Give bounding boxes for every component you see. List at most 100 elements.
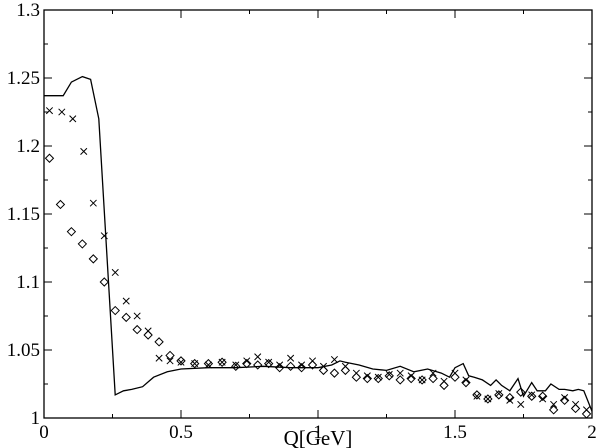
x-marker-point [58,108,66,116]
x-marker-point [561,394,569,402]
diamond-marker-point [483,394,493,404]
x-marker-point [254,353,262,361]
x-marker-point [550,400,558,408]
diamond-marker-point [559,395,570,406]
diamond-marker-point [88,254,99,264]
diamond-marker-point [395,375,405,385]
diamond-marker-point [176,356,186,366]
diamond-marker-point [66,226,77,237]
diamond-marker-point [263,358,274,369]
diamond-marker-point [406,373,416,384]
diamond-marker-point [527,391,537,401]
diamond-marker-point [307,360,318,370]
plot-area [44,75,593,419]
diamond-marker-point [494,390,504,400]
x-marker-point [298,361,306,369]
diamond-marker-point [77,239,88,249]
x-marker-point [374,373,382,381]
diamond-marker-point [417,375,427,385]
axis-ticks: 0 0.5 1 1.5 2 1 1.05 1.1 1.15 1.2 1.25 1.3 [7,0,597,443]
x-marker-point [243,357,251,365]
diamond-marker-point [428,373,438,384]
x-marker-point [539,395,547,403]
diamond-marker-point [242,358,252,369]
diamond-marker-point [505,392,515,403]
x-tick-label: 1.5 [443,422,467,443]
diamond-marker-point [143,330,153,340]
series-line [44,75,593,412]
diamond-marker-point [285,361,296,372]
diamond-marker-point [44,153,55,163]
y-tick-label: 1.1 [16,272,40,293]
x-marker-point [385,370,393,379]
diamond-marker-point [373,373,383,384]
x-marker-point [473,392,481,400]
diamond-marker-point [581,409,592,419]
diamond-marker-point [384,371,394,381]
diamond-marker-point [439,380,449,391]
x-marker-point [80,147,88,155]
x-marker-point [166,357,174,365]
x-marker-point [276,361,284,369]
series-line [44,75,593,412]
diamond-marker-point [472,390,482,400]
x-marker-point [177,358,185,366]
x-marker-point [363,372,371,380]
diamond-marker-point [461,377,471,388]
y-tick-label: 1.15 [7,204,40,225]
x-marker-point [407,372,415,380]
diamond-marker-point [548,405,559,415]
diamond-marker-point [121,312,131,323]
x-marker-point [528,391,536,399]
diamond-marker-point [450,372,460,382]
diamond-marker-point [362,373,373,384]
x-marker-point [462,376,470,384]
x-axis-title: Q[GeV] [284,426,353,448]
x-marker-point [89,199,97,207]
diamond-marker-point [99,277,109,287]
x-marker-point [69,115,77,123]
x-tick-label: 1 [313,422,323,443]
x-marker-point [265,358,273,366]
x-marker-point [204,361,212,369]
y-tick-label: 1.3 [16,0,40,21]
x-marker-point [155,354,163,362]
diamond-marker-point [132,324,142,335]
x-marker-point [100,232,108,240]
x-marker-point [45,107,54,115]
diamond-marker-point [231,361,241,372]
y-tick-label: 1 [31,408,41,429]
x-marker-point [330,355,338,364]
diamond-marker-point [537,391,548,401]
diamond-marker-point [351,372,362,382]
x-marker-point [133,312,141,320]
diamond-marker-point [340,365,351,376]
x-marker-point [232,361,240,369]
x-tick-label: 0.5 [169,422,193,443]
diamond-marker-point [154,337,164,347]
x-marker-point [506,396,514,404]
diamond-marker-point [570,403,581,414]
x-marker-point [287,354,295,362]
x-marker-point [495,389,503,398]
diamond-marker-point [274,362,285,373]
y-tick-label: 1.25 [7,68,40,89]
diamond-marker-point [189,358,200,369]
series-x-markers [45,107,591,414]
diamond-marker-point [203,358,214,369]
diamond-marker-point [165,350,175,361]
x-marker-point [429,369,437,377]
plot-frame [43,9,593,419]
x-marker-point [122,297,130,305]
series-diamond-markers [44,153,592,419]
diamond-marker-point [217,357,227,367]
y-tick-label: 1.2 [16,136,40,157]
y-tick-label: 1.05 [7,340,40,361]
diamond-marker-point [318,365,329,376]
x-tick-label: 2 [587,422,597,443]
diamond-marker-point [55,199,66,210]
diamond-marker-point [516,387,526,397]
x-marker-point [111,268,119,277]
x-marker-point [517,400,525,408]
